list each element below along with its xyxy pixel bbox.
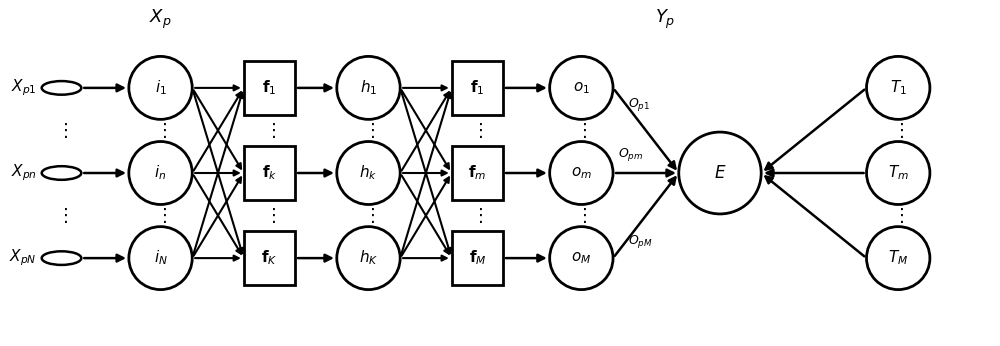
Text: $o_m$: $o_m$ — [571, 165, 592, 181]
FancyBboxPatch shape — [244, 61, 295, 115]
Text: $\mathbf{f}_m$: $\mathbf{f}_m$ — [468, 164, 487, 182]
Text: $h_K$: $h_K$ — [359, 249, 378, 267]
Text: $O_{p1}$: $O_{p1}$ — [628, 97, 650, 113]
Ellipse shape — [679, 132, 761, 214]
Text: $X_{pN}$: $X_{pN}$ — [9, 248, 37, 268]
Text: $i_n$: $i_n$ — [154, 164, 167, 182]
Text: $X_p$: $X_p$ — [149, 8, 172, 31]
Text: $\vdots$: $\vdots$ — [155, 121, 166, 140]
Text: $o_1$: $o_1$ — [573, 80, 590, 96]
Text: $X_{p1}$: $X_{p1}$ — [11, 78, 37, 98]
Text: $\mathbf{f}_1$: $\mathbf{f}_1$ — [470, 79, 485, 97]
Circle shape — [42, 81, 81, 95]
Text: $\vdots$: $\vdots$ — [892, 121, 904, 140]
FancyBboxPatch shape — [452, 61, 503, 115]
Text: $i_1$: $i_1$ — [155, 79, 167, 97]
Text: $O_{pm}$: $O_{pm}$ — [618, 146, 643, 163]
Text: $o_M$: $o_M$ — [571, 250, 591, 266]
Ellipse shape — [337, 227, 400, 290]
Text: $\vdots$: $\vdots$ — [264, 121, 275, 140]
Ellipse shape — [550, 56, 613, 119]
Text: $\vdots$: $\vdots$ — [56, 121, 67, 140]
Text: $Y_p$: $Y_p$ — [655, 8, 676, 31]
Text: $\mathbf{f}_K$: $\mathbf{f}_K$ — [261, 249, 278, 267]
Text: $\vdots$: $\vdots$ — [264, 206, 275, 225]
Ellipse shape — [867, 56, 930, 119]
Text: $T_m$: $T_m$ — [888, 164, 909, 182]
Text: $\vdots$: $\vdots$ — [575, 206, 587, 225]
Text: $T_1$: $T_1$ — [890, 79, 907, 97]
Text: $O_{pM}$: $O_{pM}$ — [628, 233, 653, 249]
Ellipse shape — [129, 142, 192, 204]
Text: $i_N$: $i_N$ — [154, 249, 167, 267]
FancyBboxPatch shape — [452, 146, 503, 200]
Circle shape — [42, 166, 81, 180]
Ellipse shape — [129, 227, 192, 290]
FancyBboxPatch shape — [244, 231, 295, 285]
Text: $\vdots$: $\vdots$ — [56, 206, 67, 225]
Ellipse shape — [337, 56, 400, 119]
Text: $\vdots$: $\vdots$ — [471, 121, 483, 140]
Text: $E$: $E$ — [714, 164, 726, 182]
Text: $\vdots$: $\vdots$ — [471, 206, 483, 225]
Text: $\mathbf{f}_M$: $\mathbf{f}_M$ — [469, 249, 486, 267]
Text: $\vdots$: $\vdots$ — [363, 206, 374, 225]
Text: $\vdots$: $\vdots$ — [155, 206, 166, 225]
Ellipse shape — [550, 142, 613, 204]
Text: $T_M$: $T_M$ — [888, 249, 908, 267]
FancyBboxPatch shape — [452, 231, 503, 285]
Text: $h_k$: $h_k$ — [359, 164, 378, 182]
FancyBboxPatch shape — [244, 146, 295, 200]
Text: $X_{pn}$: $X_{pn}$ — [11, 163, 37, 183]
Ellipse shape — [337, 142, 400, 204]
Text: $\mathbf{f}_1$: $\mathbf{f}_1$ — [262, 79, 277, 97]
Ellipse shape — [550, 227, 613, 290]
Text: $\vdots$: $\vdots$ — [363, 121, 374, 140]
Text: $\vdots$: $\vdots$ — [892, 206, 904, 225]
Text: $\mathbf{f}_k$: $\mathbf{f}_k$ — [262, 164, 277, 182]
Text: $\vdots$: $\vdots$ — [575, 121, 587, 140]
Ellipse shape — [129, 56, 192, 119]
Ellipse shape — [867, 142, 930, 204]
Ellipse shape — [867, 227, 930, 290]
Circle shape — [42, 251, 81, 265]
Text: $h_1$: $h_1$ — [360, 79, 377, 97]
